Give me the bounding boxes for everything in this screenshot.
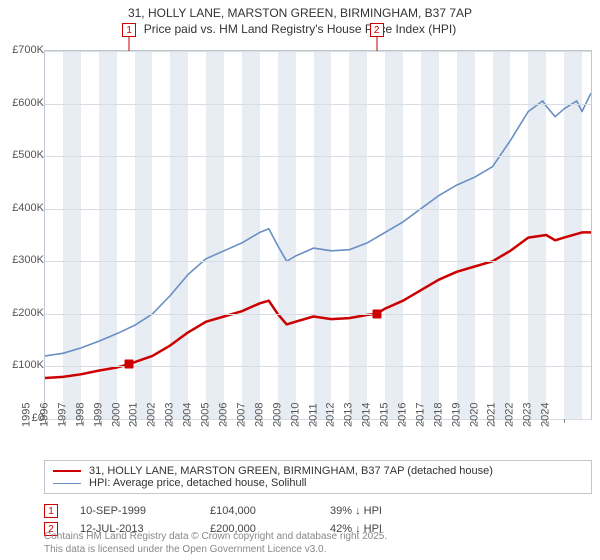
gridline (45, 314, 591, 315)
x-axis-label: 2014 (361, 403, 373, 427)
y-axis-label: £700K (0, 44, 44, 56)
sale-flag: 1 (122, 23, 136, 37)
legend-swatch-hpi (53, 483, 81, 484)
x-axis-label: 2002 (146, 403, 158, 427)
title-line-1: 31, HOLLY LANE, MARSTON GREEN, BIRMINGHA… (10, 6, 590, 22)
x-axis-label: 2005 (200, 403, 212, 427)
sale-pct-1: 39% ↓ HPI (330, 505, 430, 517)
x-axis-label: 1998 (74, 403, 86, 427)
x-axis-label: 2009 (271, 403, 283, 427)
sale-marker (125, 360, 134, 369)
x-axis-label: 2021 (486, 403, 498, 427)
y-axis-label: £600K (0, 97, 44, 109)
sale-marker (372, 309, 381, 318)
y-axis-label: £300K (0, 254, 44, 266)
gridline (45, 104, 591, 105)
x-axis-label: 2011 (308, 403, 320, 427)
sale-flag-1: 1 (44, 504, 58, 518)
x-axis-label: 1999 (92, 403, 104, 427)
legend-label-price-paid: 31, HOLLY LANE, MARSTON GREEN, BIRMINGHA… (89, 465, 493, 477)
sale-flag-stem (129, 37, 130, 51)
x-axis-label: 2016 (396, 403, 408, 427)
x-axis-label: 2012 (325, 403, 337, 427)
sale-flag-stem (376, 37, 377, 51)
series-price_paid (45, 232, 591, 378)
x-axis-label: 2020 (468, 403, 480, 427)
x-axis-label: 2017 (414, 403, 426, 427)
y-axis-label: £200K (0, 307, 44, 319)
gridline (45, 209, 591, 210)
x-axis-label: 2019 (450, 403, 462, 427)
x-axis-label: 2018 (432, 403, 444, 427)
y-axis-label: £0 (0, 412, 44, 424)
x-axis-label: 1997 (56, 403, 68, 427)
footer-line-2: This data is licensed under the Open Gov… (44, 544, 387, 557)
license-footer: Contains HM Land Registry data © Crown c… (44, 531, 387, 556)
plot-area: 1995199619971998199920002001200220032004… (45, 51, 591, 419)
legend-swatch-price-paid (53, 470, 81, 472)
price-chart: 1995199619971998199920002001200220032004… (44, 50, 592, 420)
x-axis-label: 2007 (235, 403, 247, 427)
x-axis-label: 2013 (343, 403, 355, 427)
legend-row-price-paid: 31, HOLLY LANE, MARSTON GREEN, BIRMINGHA… (53, 465, 583, 477)
x-axis-label: 2010 (289, 403, 301, 427)
x-axis-label: 2004 (182, 403, 194, 427)
y-axis-label: £500K (0, 149, 44, 161)
sale-date-1: 10-SEP-1999 (80, 505, 210, 517)
x-axis-label: 2023 (522, 403, 534, 427)
gridline (45, 261, 591, 262)
sale-price-1: £104,000 (210, 505, 330, 517)
chart-legend: 31, HOLLY LANE, MARSTON GREEN, BIRMINGHA… (44, 460, 592, 494)
footer-line-1: Contains HM Land Registry data © Crown c… (44, 531, 387, 544)
x-axis-label: 2022 (504, 403, 516, 427)
gridline (45, 156, 591, 157)
x-axis-label: 2024 (540, 403, 552, 427)
x-axis-label: 2015 (379, 403, 391, 427)
legend-row-hpi: HPI: Average price, detached house, Soli… (53, 477, 583, 489)
x-axis-label: 2001 (128, 403, 140, 427)
x-axis-label: 2003 (164, 403, 176, 427)
gridline (45, 51, 591, 52)
x-axis-label: 2008 (253, 403, 265, 427)
y-axis-label: £400K (0, 202, 44, 214)
y-axis-label: £100K (0, 359, 44, 371)
x-tick (564, 419, 565, 423)
x-axis-label: 2000 (110, 403, 122, 427)
x-axis-label: 2006 (217, 403, 229, 427)
legend-label-hpi: HPI: Average price, detached house, Soli… (89, 477, 307, 489)
chart-title-block: 31, HOLLY LANE, MARSTON GREEN, BIRMINGHA… (0, 0, 600, 39)
sale-flag: 2 (370, 23, 384, 37)
sale-row-1: 1 10-SEP-1999 £104,000 39% ↓ HPI (44, 502, 592, 520)
title-line-2: Price paid vs. HM Land Registry's House … (10, 22, 590, 38)
